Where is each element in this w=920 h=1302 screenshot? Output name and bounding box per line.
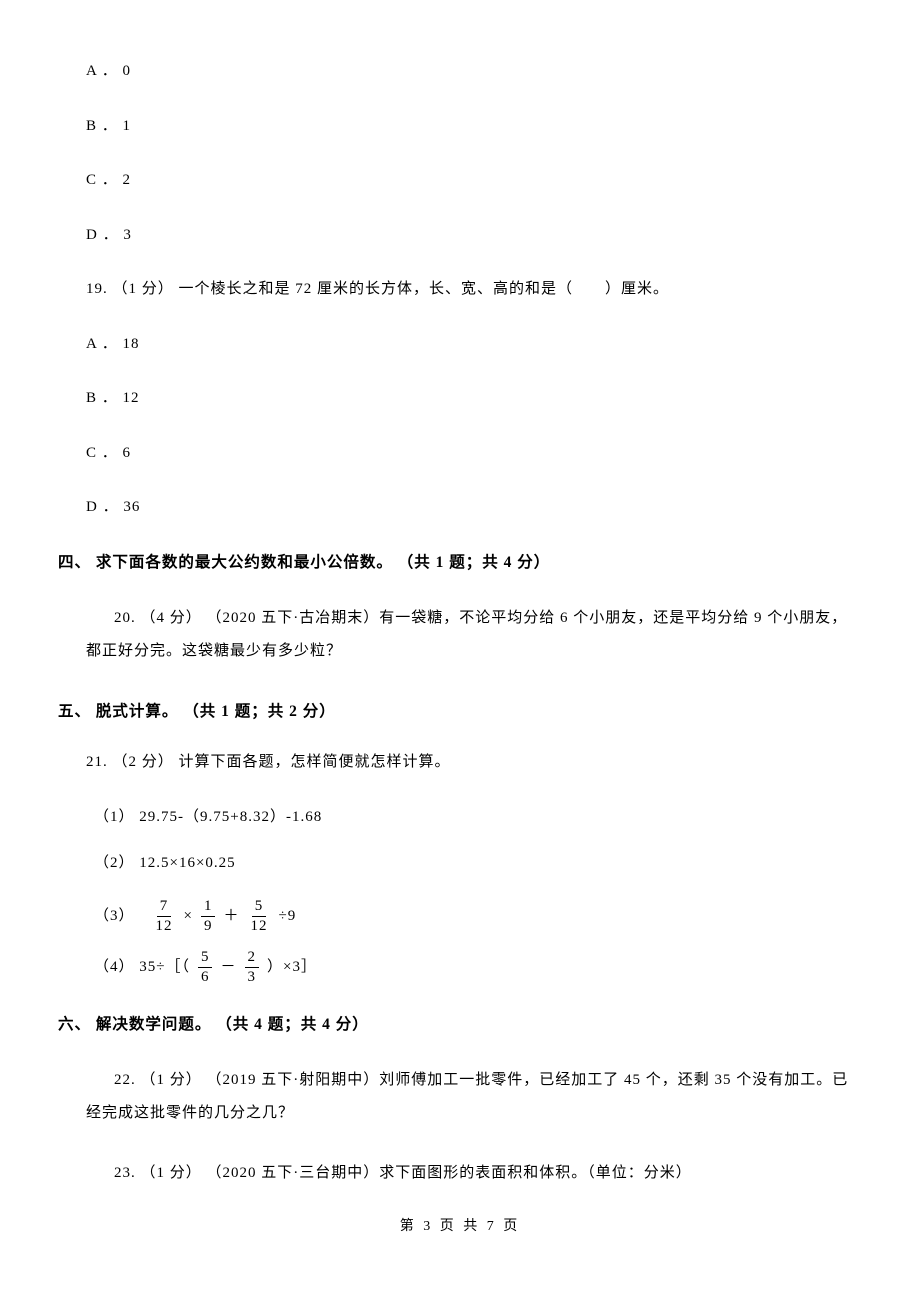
- q21-part2: （2） 12.5×16×0.25: [94, 852, 862, 875]
- q21-p4-suffix: ）×3］: [267, 956, 317, 979]
- q18-option-c: C ． 2: [86, 169, 862, 192]
- q21-p3-prefix: （3）: [94, 905, 135, 928]
- q21-part3: （3） 7 12 × 1 9 ＋ 5 12 ÷9: [94, 899, 862, 934]
- fraction-5-12: 5 12: [248, 899, 271, 934]
- q19-option-b: B ． 12: [86, 387, 862, 410]
- operator-minus: －: [220, 956, 236, 979]
- q18-option-b: B ． 1: [86, 115, 862, 138]
- operator-plus: ＋: [223, 905, 239, 928]
- q18-option-a: A ． 0: [86, 60, 862, 83]
- fraction-7-12: 7 12: [153, 899, 176, 934]
- q22-text: 22. （1 分） （2019 五下·射阳期中）刘师傅加工一批零件，已经加工了 …: [86, 1064, 862, 1130]
- section-4-heading: 四、 求下面各数的最大公约数和最小公倍数。 （共 1 题；共 4 分）: [58, 551, 862, 574]
- q18-option-d: D ． 3: [86, 224, 862, 247]
- section-5-heading: 五、 脱式计算。 （共 1 题；共 2 分）: [58, 700, 862, 723]
- section-6-heading: 六、 解决数学问题。 （共 4 题；共 4 分）: [58, 1013, 862, 1036]
- q20-text: 20. （4 分） （2020 五下·古冶期末）有一袋糖，不论平均分给 6 个小…: [86, 602, 862, 668]
- q19-option-d: D ． 36: [86, 496, 862, 519]
- fraction-1-9: 1 9: [201, 899, 216, 934]
- q19-stem: 19. （1 分） 一个棱长之和是 72 厘米的长方体，长、宽、高的和是（ ）厘…: [86, 278, 862, 301]
- q23-text: 23. （1 分） （2020 五下·三台期中）求下面图形的表面积和体积。（单位…: [86, 1162, 862, 1185]
- q21-p3-suffix: ÷9: [279, 905, 297, 928]
- page-footer: 第 3 页 共 7 页: [58, 1216, 862, 1237]
- fraction-2-3: 2 3: [245, 950, 260, 985]
- fraction-5-6: 5 6: [198, 950, 213, 985]
- q21-part4: （4） 35÷［（ 5 6 － 2 3 ）×3］: [94, 950, 862, 985]
- q19-option-a: A ． 18: [86, 333, 862, 356]
- q21-p4-prefix: （4） 35÷［（: [94, 956, 190, 979]
- operator-multiply: ×: [184, 905, 193, 928]
- q19-option-c: C ． 6: [86, 442, 862, 465]
- q21-part1: （1） 29.75-（9.75+8.32）-1.68: [94, 806, 862, 829]
- q21-stem: 21. （2 分） 计算下面各题，怎样简便就怎样计算。: [86, 751, 862, 774]
